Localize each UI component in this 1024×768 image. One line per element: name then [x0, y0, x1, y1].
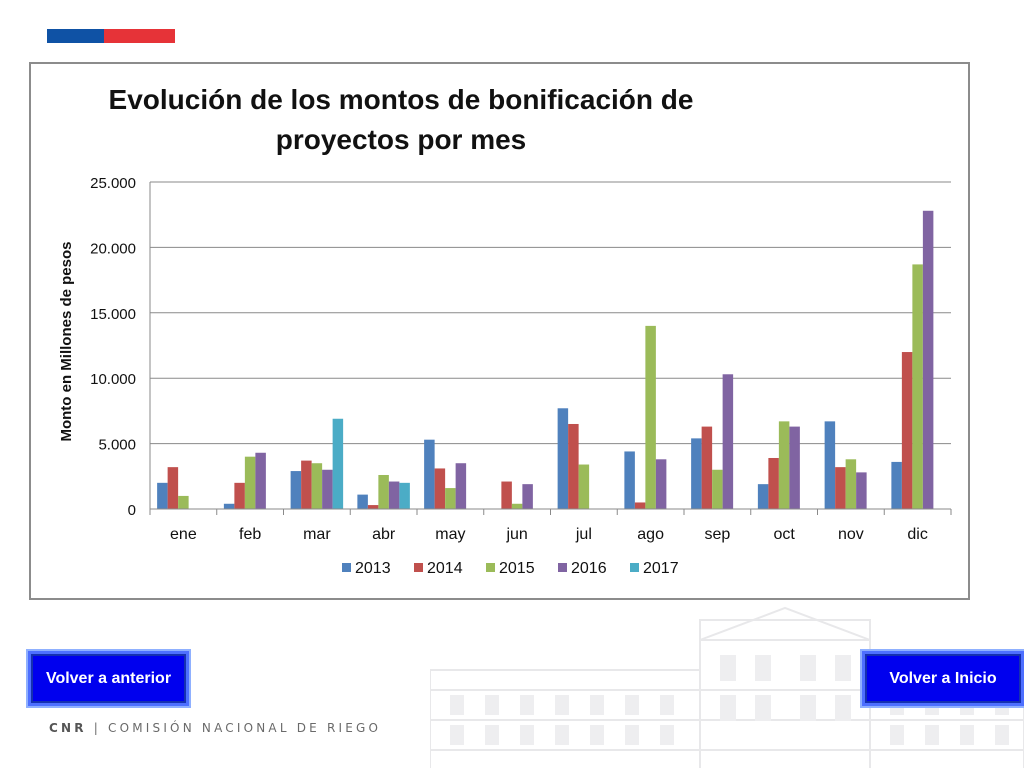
bar-chart: Evolución de los montos de bonificación … [58, 84, 952, 577]
bar-2015-mar [311, 463, 323, 509]
bar-2013-mar [290, 471, 302, 509]
bar-2016-feb [255, 452, 266, 509]
bar-2015-jun [511, 503, 523, 509]
bar-2014-jun [501, 481, 512, 509]
bar-2014-nov [835, 467, 846, 509]
y-tick-label: 20.000 [90, 240, 136, 257]
legend-swatch-2013 [342, 563, 351, 572]
y-tick-label: 25.000 [90, 175, 136, 192]
bar-2016-ago [655, 459, 667, 509]
bar-2013-abr [357, 494, 368, 509]
bar-2013-feb [223, 503, 235, 509]
bar-2013-may [424, 439, 435, 509]
back-to-home-label: Volver a Inicio [889, 669, 997, 687]
footer-org-name: COMISIÓN NACIONAL DE RIEGO [107, 721, 382, 735]
x-tick-label: feb [239, 526, 261, 543]
x-tick-label: abr [372, 526, 396, 543]
bar-2014-ene [167, 467, 179, 509]
x-tick-label: jun [505, 526, 527, 543]
bar-2013-ene [157, 482, 168, 509]
bar-2017-abr [399, 482, 410, 509]
bar-2016-sep [722, 374, 734, 509]
flag-blue-stripe [47, 29, 104, 43]
bar-2016-dic [922, 210, 934, 509]
bar-2014-jul [568, 423, 579, 509]
bar-2015-dic [912, 264, 923, 509]
bar-2013-dic [891, 461, 902, 509]
bar-2017-mar [332, 418, 344, 509]
chart-frame: Evolución de los montos de bonificación … [29, 62, 970, 600]
legend-swatch-2015 [486, 563, 495, 572]
chart-title-line: proyectos por mes [276, 124, 527, 155]
bar-2013-jul [557, 408, 569, 509]
bar-2015-abr [378, 474, 389, 509]
x-tick-label: oct [773, 526, 795, 543]
x-tick-label: ene [170, 526, 197, 543]
bar-2015-sep [712, 469, 723, 509]
bar-2015-feb [244, 456, 256, 509]
back-to-home-button[interactable]: Volver a Inicio [862, 651, 1024, 706]
footer-separator: | [93, 721, 101, 735]
x-tick-label: may [435, 526, 465, 543]
legend-swatch-2016 [558, 563, 567, 572]
bar-2014-mar [301, 460, 312, 509]
y-tick-label: 0 [128, 502, 136, 519]
bar-2013-sep [691, 438, 702, 509]
y-axis-label: Monto en Millones de pesos [58, 241, 75, 441]
bar-2016-nov [856, 472, 867, 509]
bar-2016-may [455, 463, 467, 509]
footer-brand: CNR [49, 721, 87, 735]
footer-organization: CNR | COMISIÓN NACIONAL DE RIEGO [49, 721, 381, 735]
bar-2015-ene [178, 495, 189, 509]
bar-2016-oct [789, 426, 800, 509]
bar-2016-abr [388, 481, 400, 509]
bar-2014-oct [768, 457, 779, 509]
bar-2013-nov [824, 421, 836, 509]
bar-2016-mar [322, 469, 333, 509]
bar-2014-abr [367, 505, 379, 509]
x-tick-label: mar [303, 526, 331, 543]
x-tick-label: ago [637, 526, 664, 543]
legend-swatch-2014 [414, 563, 423, 572]
chart-title-line: Evolución de los montos de bonificación … [109, 84, 694, 115]
x-tick-label: dic [907, 526, 927, 543]
bar-2014-may [434, 468, 446, 509]
bar-2013-ago [624, 451, 635, 509]
bar-2013-oct [757, 484, 769, 509]
bar-2014-sep [701, 426, 713, 509]
back-to-previous-label: Volver a anterior [45, 669, 172, 687]
bar-2015-nov [845, 459, 857, 509]
bar-2015-jul [578, 464, 590, 509]
legend-label: 2013 [355, 560, 391, 577]
legend-swatch-2017 [630, 563, 639, 572]
legend-label: 2016 [571, 560, 607, 577]
x-tick-label: nov [838, 526, 864, 543]
y-tick-label: 10.000 [90, 371, 136, 388]
bar-2016-jun [522, 484, 533, 509]
bar-2015-oct [778, 421, 790, 509]
x-tick-label: jul [575, 526, 592, 543]
bar-2014-feb [234, 482, 245, 509]
flag-red-stripe [104, 29, 175, 43]
x-tick-label: sep [704, 526, 730, 543]
legend-label: 2014 [427, 560, 463, 577]
palace-watermark-illustration [430, 606, 1024, 768]
back-to-previous-button[interactable]: Volver a anterior [28, 651, 189, 706]
y-tick-label: 5.000 [98, 437, 136, 454]
y-tick-label: 15.000 [90, 306, 136, 323]
bar-2014-dic [901, 352, 913, 509]
bar-2015-may [445, 488, 456, 509]
legend-label: 2015 [499, 560, 535, 577]
bar-2015-ago [645, 325, 656, 509]
legend-label: 2017 [643, 560, 679, 577]
bar-2014-ago [634, 502, 646, 509]
